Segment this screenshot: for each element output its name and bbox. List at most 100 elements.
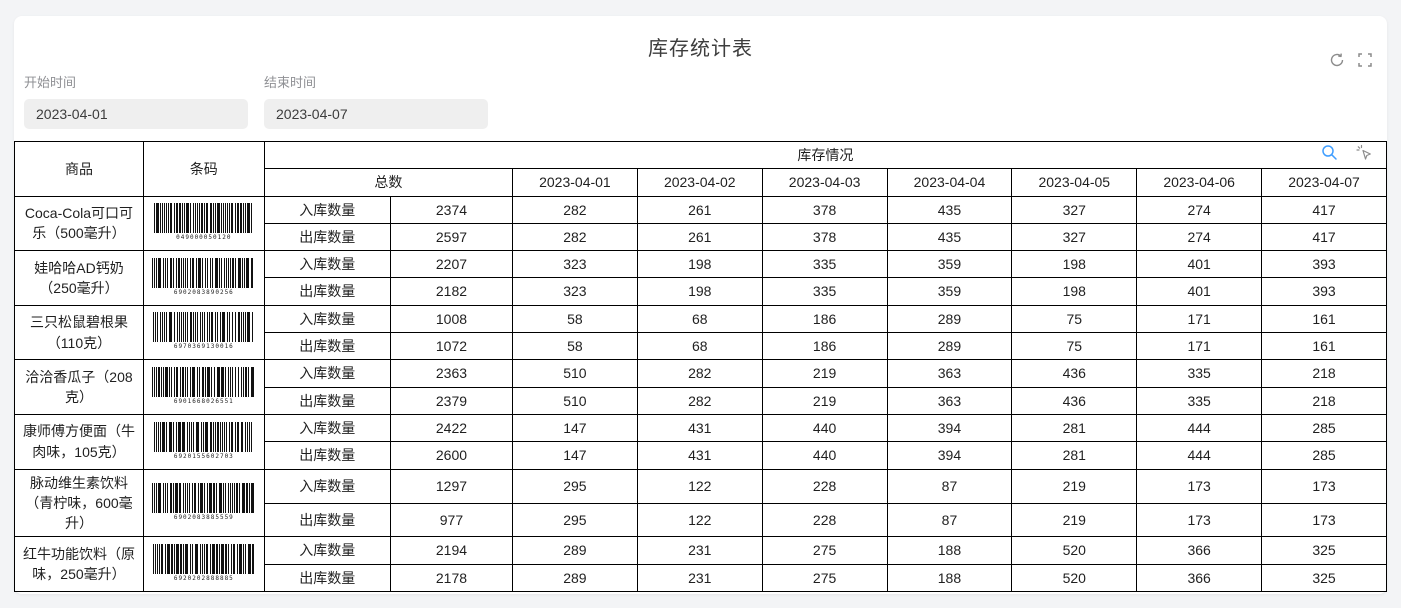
out-daily-value: 173 (1261, 502, 1387, 538)
out-quantity-label: 出库数量 (263, 502, 391, 538)
out-daily-value: 219 (1011, 502, 1138, 538)
out-daily-value: 363 (886, 386, 1013, 415)
out-daily-value: 436 (1011, 386, 1138, 415)
in-daily-value: 431 (636, 413, 763, 443)
col-header-date-6: 2023-04-06 (1136, 168, 1263, 197)
out-quantity-label: 出库数量 (263, 441, 391, 470)
in-total-value: 2374 (389, 195, 514, 224)
out-daily-value: 289 (886, 332, 1013, 361)
table-row: 脉动维生素饮料（青柠味，600毫升） 6902083885559 入库数量 1297 2… (14, 468, 1387, 538)
search-icon[interactable] (1321, 144, 1338, 161)
start-date-label: 开始时间 (24, 75, 77, 90)
in-daily-value: 147 (512, 413, 638, 443)
in-daily-value: 440 (761, 413, 888, 443)
out-daily-value: 188 (886, 563, 1013, 593)
out-total-value: 977 (389, 502, 514, 538)
product-name: Coca-Cola可口可乐（500毫升） (14, 195, 144, 252)
out-daily-value: 325 (1261, 563, 1387, 593)
in-daily-value: 366 (1136, 536, 1263, 565)
out-daily-value: 274 (1136, 222, 1263, 252)
in-daily-value: 282 (512, 195, 638, 224)
refresh-icon[interactable] (1329, 52, 1345, 68)
in-daily-value: 325 (1261, 536, 1387, 565)
in-daily-value: 363 (886, 359, 1013, 388)
barcode-image: 6901668026551 (148, 366, 259, 407)
in-daily-value: 327 (1011, 195, 1138, 224)
in-daily-value: 520 (1011, 536, 1138, 565)
in-quantity-label: 入库数量 (263, 250, 391, 279)
out-daily-value: 147 (512, 441, 638, 470)
barcode-number: 6901668026551 (173, 398, 234, 406)
in-daily-value: 171 (1136, 304, 1263, 334)
out-daily-value: 171 (1136, 332, 1263, 361)
start-date-input[interactable] (24, 99, 248, 129)
in-daily-value: 218 (1261, 359, 1387, 388)
out-daily-value: 161 (1261, 332, 1387, 361)
in-daily-value: 335 (761, 250, 888, 279)
in-quantity-label: 入库数量 (263, 304, 391, 334)
barcode-cell: 6902083885559 (142, 468, 265, 538)
table-row: 娃哈哈AD钙奶（250毫升） 6902083890256 入库数量 2207 323 19… (14, 250, 1387, 306)
in-daily-value: 378 (761, 195, 888, 224)
table-body: Coca-Cola可口可乐（500毫升） 049000050120 入库数量 2374… (14, 195, 1387, 593)
in-daily-value: 68 (636, 304, 763, 334)
out-daily-value: 285 (1261, 441, 1387, 470)
table-row: 出库数量 1072 58 68 186 289 75 171 161 (15, 332, 1387, 361)
in-quantity-label: 入库数量 (263, 536, 391, 565)
in-daily-value: 173 (1261, 468, 1387, 504)
out-daily-value: 366 (1136, 563, 1263, 593)
in-daily-value: 186 (761, 304, 888, 334)
barcode-number: 6902083890256 (173, 288, 234, 296)
out-daily-value: 295 (512, 502, 638, 538)
out-daily-value: 335 (761, 277, 888, 306)
in-daily-value: 417 (1261, 195, 1387, 224)
out-quantity-label: 出库数量 (263, 222, 391, 252)
filter-bar: 开始时间 结束时间 (14, 62, 1387, 160)
barcode-image: 6902083885559 (148, 481, 259, 523)
in-quantity-label: 入库数量 (263, 195, 391, 224)
in-daily-value: 161 (1261, 304, 1387, 334)
end-date-input[interactable] (264, 99, 488, 129)
out-daily-value: 75 (1011, 332, 1138, 361)
fullscreen-icon[interactable] (1357, 52, 1373, 68)
col-header-date-5: 2023-04-05 (1011, 168, 1138, 197)
out-quantity-label: 出库数量 (263, 277, 391, 306)
out-daily-value: 327 (1011, 222, 1138, 252)
table-row: 红牛功能饮料（原味，250毫升） 6920202888885 入库数量 2194 289… (14, 536, 1387, 593)
in-total-value: 2363 (389, 359, 514, 388)
in-daily-value: 289 (886, 304, 1013, 334)
product-name: 脉动维生素饮料（青柠味，600毫升） (14, 468, 144, 538)
end-date-group: 结束时间 (264, 72, 488, 129)
out-daily-value: 335 (1136, 386, 1263, 415)
product-name: 康师傅方便面（牛肉味，105克） (14, 413, 144, 470)
col-header-date-4: 2023-04-04 (886, 168, 1013, 197)
out-quantity-label: 出库数量 (263, 386, 391, 415)
in-daily-value: 282 (636, 359, 763, 388)
out-daily-value: 510 (512, 386, 638, 415)
in-daily-value: 335 (1136, 359, 1263, 388)
in-daily-value: 510 (512, 359, 638, 388)
in-daily-value: 323 (512, 250, 638, 279)
out-total-value: 2379 (389, 386, 514, 415)
table-row: 洽洽香瓜子（208克） 6901668026551 入库数量 2363 510 282 21… (14, 359, 1387, 415)
in-daily-value: 295 (512, 468, 638, 504)
out-daily-value: 198 (636, 277, 763, 306)
in-daily-value: 285 (1261, 413, 1387, 443)
barcode-cell: 6902083890256 (142, 250, 265, 306)
start-date-group: 开始时间 (24, 72, 248, 129)
in-quantity-label: 入库数量 (263, 359, 391, 388)
out-daily-value: 228 (761, 502, 888, 538)
out-total-value: 2178 (389, 563, 514, 593)
out-daily-value: 261 (636, 222, 763, 252)
in-total-value: 1008 (389, 304, 514, 334)
out-quantity-label: 出库数量 (263, 563, 391, 593)
out-daily-value: 219 (761, 386, 888, 415)
barcode-cell: 6901668026551 (142, 359, 265, 415)
pointer-icon[interactable] (1356, 144, 1373, 161)
barcode-number: 6920202888885 (173, 575, 234, 583)
table-row: Coca-Cola可口可乐（500毫升） 049000050120 入库数量 2374… (14, 195, 1387, 252)
out-daily-value: 378 (761, 222, 888, 252)
out-daily-value: 431 (636, 441, 763, 470)
col-header-barcode: 条码 (142, 141, 265, 197)
in-daily-value: 261 (636, 195, 763, 224)
